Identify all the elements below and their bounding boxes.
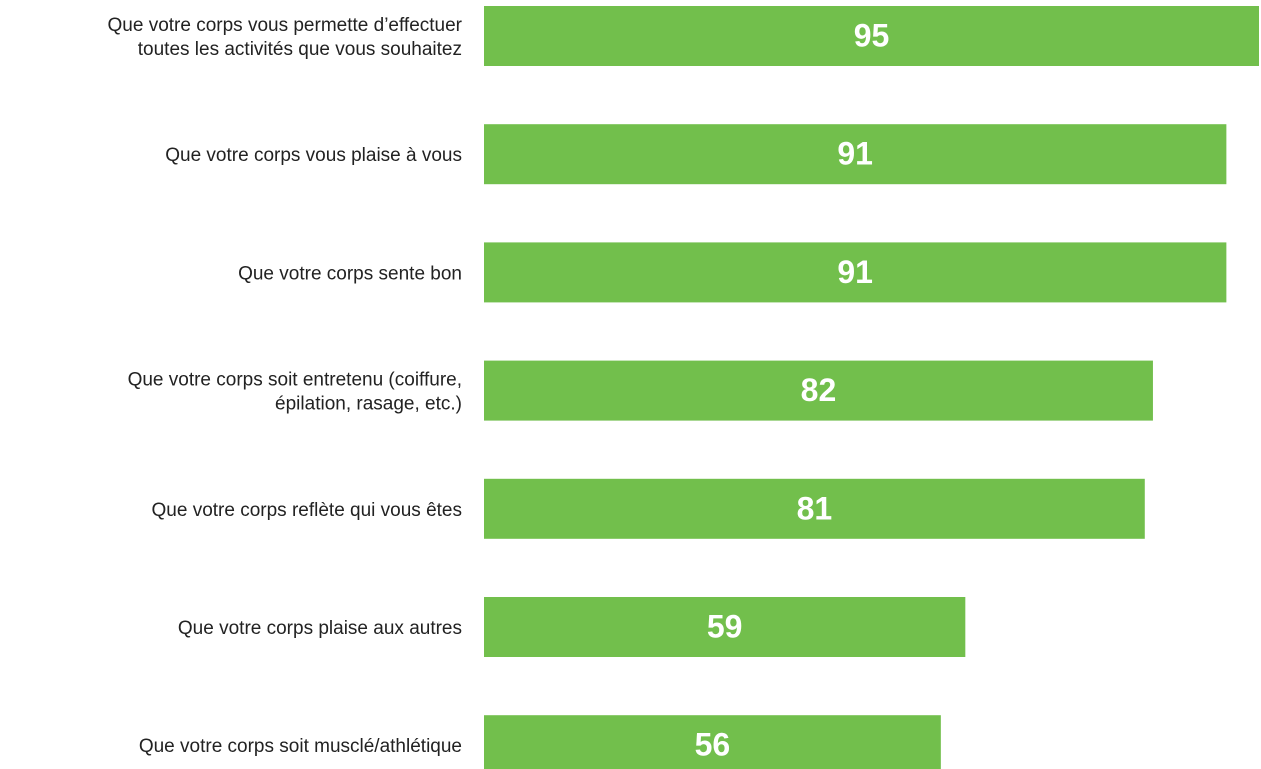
value-label: 82 [801, 372, 837, 408]
value-label: 81 [797, 490, 833, 526]
category-label: Que votre corps plaise aux autres [178, 618, 462, 639]
bar [484, 360, 1153, 421]
value-label: 56 [695, 727, 731, 763]
value-label: 91 [837, 136, 873, 172]
bar [484, 478, 1145, 539]
bar [484, 124, 1227, 185]
value-label: 59 [707, 608, 743, 644]
value-label: 91 [837, 254, 873, 290]
category-label: Que votre corps reflète qui vous êtes [152, 500, 463, 521]
category-label: Que votre corps soit entretenu (coiffure… [128, 370, 462, 415]
category-label: Que votre corps soit musclé/athlétique [139, 736, 462, 757]
value-label: 95 [854, 17, 890, 53]
category-label: Que votre corps sente bon [238, 263, 462, 284]
bar [484, 242, 1227, 303]
bar [484, 597, 966, 657]
category-label: Que votre corps vous plaise à vous [165, 145, 462, 166]
category-label: Que votre corps vous permette d’effectue… [108, 15, 463, 60]
bar [484, 715, 941, 769]
bar [484, 6, 1259, 66]
